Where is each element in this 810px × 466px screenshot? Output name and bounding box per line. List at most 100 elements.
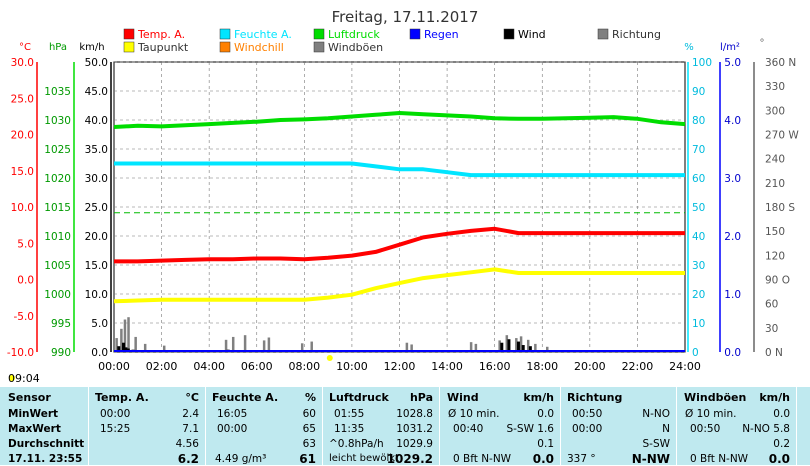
temp-axis-unit: °C xyxy=(19,42,31,53)
x-tick-label: 02:00 xyxy=(146,360,178,373)
current-time: 09:04 xyxy=(8,372,40,385)
windboeen-column: Windböen km/h Ø 10 min. 00:50 N-NO 5.8 0… xyxy=(676,387,797,466)
pressure-tick-label: 1000 xyxy=(44,289,71,301)
pressure-tick-label: 1005 xyxy=(44,260,71,272)
wind-tick-label: 40.0 xyxy=(85,115,108,127)
legend-swatch xyxy=(123,41,135,53)
gust-bar xyxy=(474,343,478,352)
wind-bar xyxy=(516,341,520,352)
x-tick-label: 04:00 xyxy=(193,360,225,373)
temp-max-value: 7.1 xyxy=(182,423,199,435)
windboeen-current-value: 0.0 xyxy=(768,452,790,466)
luftdruck-min-time: 01:55 xyxy=(334,408,365,420)
chart-title: Freitag, 17.11.2017 xyxy=(332,8,479,26)
feuchte-max-time: 00:00 xyxy=(217,423,248,435)
direction-tick-label: 300 xyxy=(765,105,785,117)
axis-units: °C hPa km/h% l/m² ° xyxy=(19,38,764,53)
humidity-tick-label: 10 xyxy=(692,318,705,330)
windboeen-avg-label: Ø 10 min. xyxy=(685,408,737,420)
temp-avg-value: 4.56 xyxy=(175,438,199,450)
gust-bar xyxy=(134,336,137,352)
humidity-line xyxy=(114,161,685,178)
gust-bar xyxy=(526,339,530,352)
legend-label: Richtung xyxy=(612,28,661,41)
legend-swatch xyxy=(219,28,231,40)
legend-label: Luftdruck xyxy=(328,28,380,41)
gust-bar xyxy=(405,342,409,352)
feuchte-max-value: 65 xyxy=(302,423,316,435)
legend-label: Regen xyxy=(424,28,459,41)
x-tick-label: 20:00 xyxy=(574,360,606,373)
wind-avg-label: Ø 10 min. xyxy=(448,408,500,420)
richtung-min-time: 00:50 xyxy=(572,408,603,420)
row-label-min: MinWert xyxy=(8,408,59,420)
pressure-tick-label: 995 xyxy=(51,318,71,330)
rain-tick-label: 1.0 xyxy=(724,289,741,301)
direction-tick-label: 240 xyxy=(765,154,785,166)
chart-marks xyxy=(9,111,686,381)
gust-bar xyxy=(143,343,147,352)
direction-tick-label: 270 W xyxy=(765,130,799,142)
windboeen-bft: 0 Bft N-NW xyxy=(690,453,749,465)
gust-bar xyxy=(162,345,166,352)
feuchte-min-time: 16:05 xyxy=(217,408,248,420)
direction-tick-label: 30 xyxy=(765,323,778,335)
humidity-axis-unit: % xyxy=(684,42,694,53)
pressure-tick-label: 1010 xyxy=(44,231,71,243)
gust-bar xyxy=(505,335,509,352)
legend-label: Windböen xyxy=(328,41,383,54)
pressure-axis-unit: hPa xyxy=(49,42,67,53)
humidity-tick-label: 90 xyxy=(692,86,705,98)
windboeen-max-dir: N-NO 5.8 xyxy=(742,423,790,435)
legend-label: Windchill xyxy=(234,41,284,54)
luftdruck-current-value: 1029.2 xyxy=(386,452,433,466)
rain-tick-label: 3.0 xyxy=(724,173,741,185)
humidity-tick-label: 40 xyxy=(692,231,705,243)
gust-bar xyxy=(243,335,247,352)
wind-max-time: 00:40 xyxy=(453,423,484,435)
temp-max-time: 15:25 xyxy=(100,423,131,435)
wind-axis-unit: km/h xyxy=(79,42,104,53)
luftdruck-forecast: leicht bewölkt xyxy=(329,453,399,464)
humidity-tick-label: 30 xyxy=(692,260,705,272)
rain-tick-label: 5.0 xyxy=(724,57,741,69)
richtung-column: Richtung 00:50 00:00 337 ° N-NO N S-SW N… xyxy=(560,387,677,466)
gust-bar xyxy=(267,337,271,352)
luftdruck-column: Luftdruck hPa 01:55 11:35 ^0.8hPa/h leic… xyxy=(322,387,440,466)
wind-min-value: 0.0 xyxy=(537,408,554,420)
wind-tick-label: 5.0 xyxy=(91,318,108,330)
wind-tick-label: 0.0 xyxy=(91,347,108,359)
temp-min-value: 2.4 xyxy=(182,408,199,420)
legend-swatch xyxy=(503,28,515,40)
x-tick-label: 12:00 xyxy=(384,360,416,373)
windboeen-header: Windböen xyxy=(684,391,747,404)
temp-tick-label: 15.0 xyxy=(11,166,34,178)
pressure-tick-label: 1030 xyxy=(44,115,71,127)
legend-label: Wind xyxy=(518,28,546,41)
gust-bar xyxy=(515,338,518,352)
luftdruck-max-time: 11:35 xyxy=(334,423,365,435)
x-tick-label: 18:00 xyxy=(526,360,558,373)
gust-bar xyxy=(120,328,123,352)
gust-bar xyxy=(546,346,549,352)
humidity-tick-label: 100 xyxy=(692,57,712,69)
wind-tick-label: 30.0 xyxy=(85,173,108,185)
luftdruck-header: Luftdruck xyxy=(329,391,389,404)
luftdruck-trend: ^0.8hPa/h xyxy=(329,438,384,450)
row-label-avg: Durchschnitt xyxy=(8,438,85,450)
temp-tick-label: 25.0 xyxy=(11,93,34,105)
temp-header: Temp. A. xyxy=(95,391,149,404)
humidity-tick-label: 0 xyxy=(692,347,699,359)
wind-bar xyxy=(521,345,525,352)
wind-tick-label: 15.0 xyxy=(85,260,108,272)
richtung-header: Richtung xyxy=(567,391,623,404)
legend-swatch xyxy=(313,41,325,53)
humidity-tick-label: 80 xyxy=(692,115,705,127)
temp-tick-label: 0.0 xyxy=(17,275,34,287)
luftdruck-avg-value: 1029.9 xyxy=(396,438,433,450)
wind-tick-label: 35.0 xyxy=(85,144,108,156)
rain-tick-label: 2.0 xyxy=(724,231,741,243)
humidity-tick-label: 20 xyxy=(692,289,705,301)
feuchte-header: Feuchte A. xyxy=(212,391,279,404)
legend-swatch xyxy=(409,28,421,40)
